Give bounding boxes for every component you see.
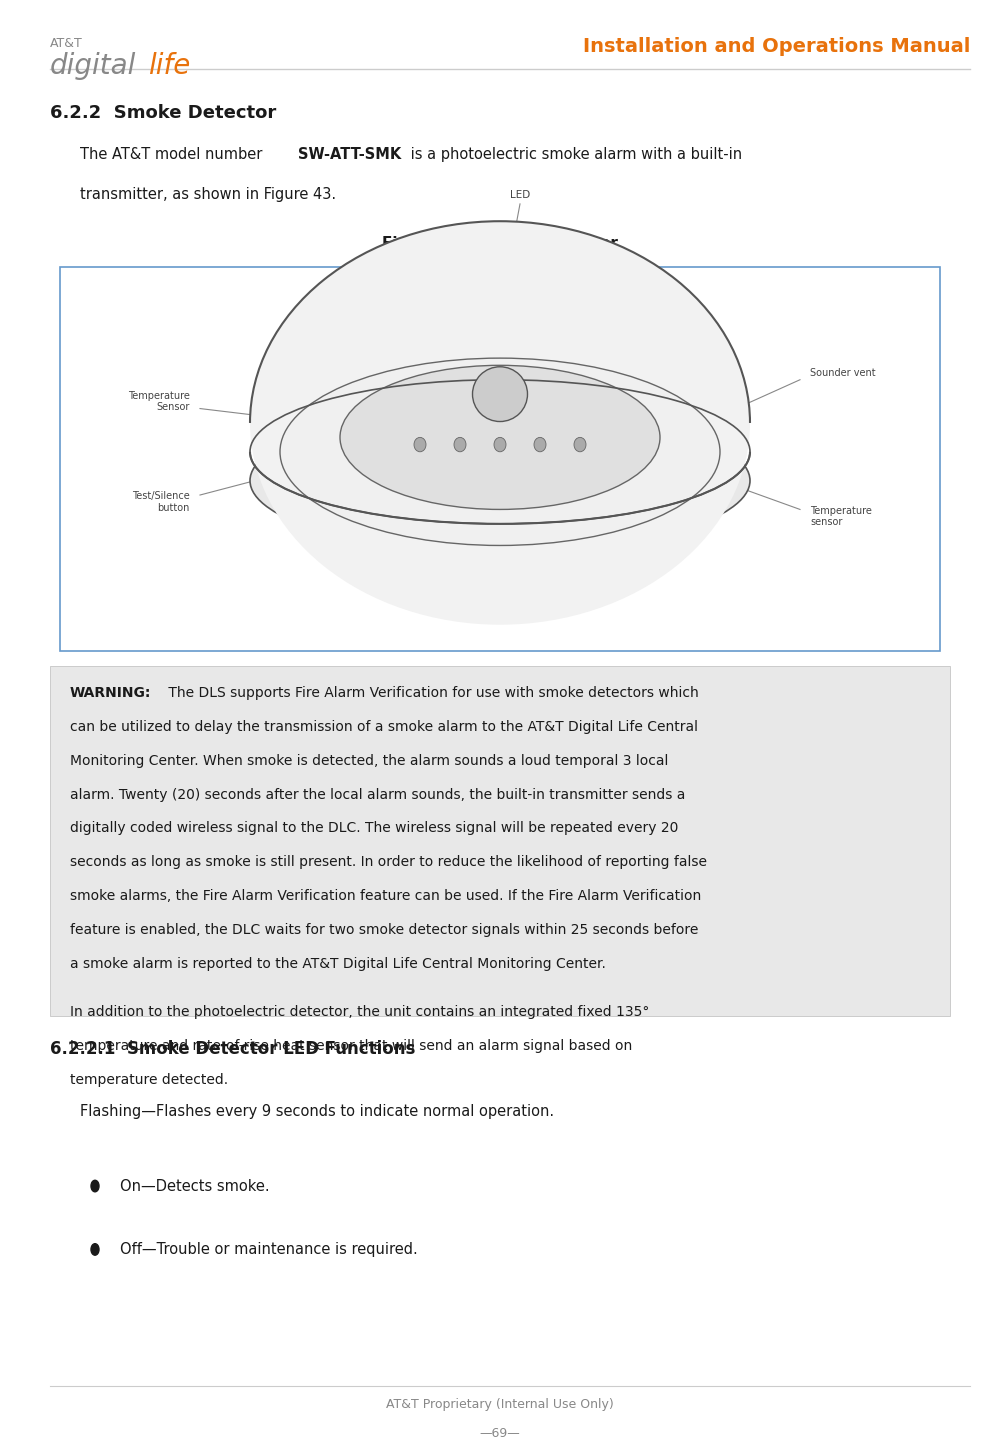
Text: can be utilized to delay the transmission of a smoke alarm to the AT&T Digital L: can be utilized to delay the transmissio… <box>70 720 698 734</box>
Text: Temperature
Sensor: Temperature Sensor <box>128 391 190 413</box>
Ellipse shape <box>454 437 466 452</box>
Text: SW-ATT-SMK: SW-ATT-SMK <box>298 147 401 162</box>
Text: smoke alarms, the Fire Alarm Verification feature can be used. If the Fire Alarm: smoke alarms, the Fire Alarm Verificatio… <box>70 889 701 903</box>
Text: seconds as long as smoke is still present. In order to reduce the likelihood of : seconds as long as smoke is still presen… <box>70 856 707 869</box>
Ellipse shape <box>534 437 546 452</box>
Text: Off—Trouble or maintenance is required.: Off—Trouble or maintenance is required. <box>120 1242 418 1257</box>
Ellipse shape <box>250 221 750 625</box>
Text: temperature detected.: temperature detected. <box>70 1074 228 1087</box>
Text: is a photoelectric smoke alarm with a built-in: is a photoelectric smoke alarm with a bu… <box>406 147 742 162</box>
Ellipse shape <box>250 408 750 553</box>
Text: LED: LED <box>510 189 530 199</box>
Text: Installation and Operations Manual: Installation and Operations Manual <box>583 38 970 56</box>
Text: transmitter, as shown in Figure 43.: transmitter, as shown in Figure 43. <box>80 188 336 202</box>
Text: digital: digital <box>50 52 136 79</box>
Text: Sounder vent: Sounder vent <box>810 368 876 378</box>
Text: temperature and rate-of-rise heat sensor that will send an alarm signal based on: temperature and rate-of-rise heat sensor… <box>70 1039 632 1053</box>
Text: AT&T: AT&T <box>50 38 83 51</box>
Ellipse shape <box>494 437 506 452</box>
Text: Figure 43:  Smoke Detector: Figure 43: Smoke Detector <box>382 237 618 251</box>
Text: AT&T Proprietary (Internal Use Only): AT&T Proprietary (Internal Use Only) <box>386 1398 614 1411</box>
Text: Temperature
sensor: Temperature sensor <box>810 506 872 528</box>
Text: —69—: —69— <box>480 1427 520 1440</box>
Text: alarm. Twenty (20) seconds after the local alarm sounds, the built-in transmitte: alarm. Twenty (20) seconds after the loc… <box>70 788 685 801</box>
FancyBboxPatch shape <box>50 665 950 1016</box>
FancyBboxPatch shape <box>60 267 940 651</box>
Ellipse shape <box>473 367 528 421</box>
Text: On—Detects smoke.: On—Detects smoke. <box>120 1179 270 1193</box>
Text: The AT&T model number: The AT&T model number <box>80 147 267 162</box>
Ellipse shape <box>414 437 426 452</box>
Text: life: life <box>148 52 190 79</box>
Ellipse shape <box>340 365 660 509</box>
Ellipse shape <box>280 358 720 545</box>
Circle shape <box>91 1244 99 1255</box>
Text: Monitoring Center. When smoke is detected, the alarm sounds a loud temporal 3 lo: Monitoring Center. When smoke is detecte… <box>70 753 668 768</box>
Text: In addition to the photoelectric detector, the unit contains an integrated fixed: In addition to the photoelectric detecto… <box>70 1006 649 1019</box>
Circle shape <box>91 1180 99 1192</box>
Text: feature is enabled, the DLC waits for two smoke detector signals within 25 secon: feature is enabled, the DLC waits for tw… <box>70 924 698 937</box>
Ellipse shape <box>574 437 586 452</box>
Text: a smoke alarm is reported to the AT&T Digital Life Central Monitoring Center.: a smoke alarm is reported to the AT&T Di… <box>70 957 606 971</box>
Text: WARNING:: WARNING: <box>70 685 151 700</box>
Text: digitally coded wireless signal to the DLC. The wireless signal will be repeated: digitally coded wireless signal to the D… <box>70 821 678 835</box>
Text: 6.2.2.1  Smoke Detector LED Functions: 6.2.2.1 Smoke Detector LED Functions <box>50 1040 415 1059</box>
Text: 6.2.2  Smoke Detector: 6.2.2 Smoke Detector <box>50 104 276 121</box>
Text: Flashing—Flashes every 9 seconds to indicate normal operation.: Flashing—Flashes every 9 seconds to indi… <box>80 1104 554 1118</box>
Text: Test/Silence
button: Test/Silence button <box>132 492 190 514</box>
Text: The DLS supports Fire Alarm Verification for use with smoke detectors which: The DLS supports Fire Alarm Verification… <box>164 685 699 700</box>
